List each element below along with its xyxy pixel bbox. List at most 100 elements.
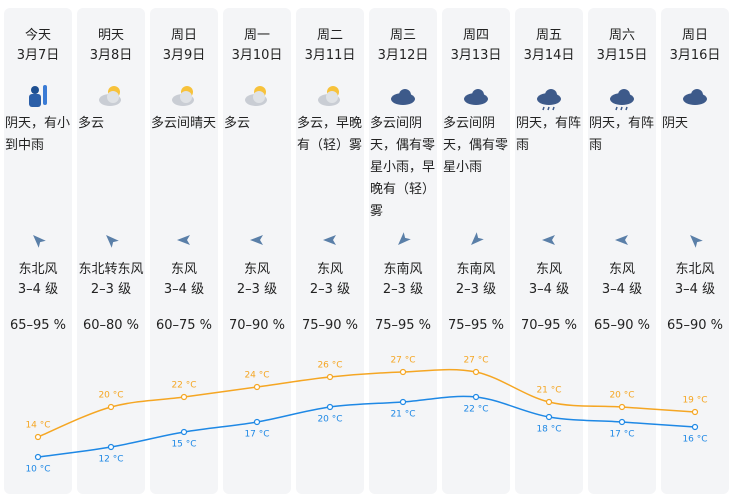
weather-icon bbox=[29, 85, 47, 107]
weather-text: 多云 bbox=[78, 116, 105, 131]
thermo bbox=[43, 85, 47, 105]
wind-arrow bbox=[250, 235, 263, 245]
wind-arrow bbox=[542, 235, 555, 245]
weather-text: 多云间晴天 bbox=[151, 116, 217, 131]
arrow bbox=[323, 235, 336, 245]
date: 3月10日 bbox=[231, 48, 283, 63]
temp-point bbox=[545, 398, 553, 406]
day-card bbox=[588, 8, 656, 494]
temp-point bbox=[326, 403, 334, 411]
date: 3月16日 bbox=[669, 48, 721, 63]
wind-level: 3–4 级 bbox=[674, 282, 716, 297]
temp-label: 20 °C bbox=[609, 391, 634, 401]
temp-point bbox=[180, 393, 188, 401]
temp-label: 21 °C bbox=[390, 410, 415, 420]
humidity: 70–90 % bbox=[228, 318, 286, 333]
date: 3月14日 bbox=[523, 48, 575, 63]
wind-level: 2–3 级 bbox=[382, 282, 424, 297]
weather-icon bbox=[172, 86, 194, 106]
day-name: 周日 bbox=[170, 28, 197, 43]
date: 3月13日 bbox=[450, 48, 502, 63]
wind-arrow bbox=[33, 235, 46, 248]
cloud bbox=[545, 89, 557, 101]
weather-icon bbox=[391, 89, 415, 105]
arrow bbox=[106, 235, 119, 248]
wind-direction: 东南风 bbox=[383, 262, 423, 277]
weather-icon bbox=[537, 89, 561, 111]
arrow bbox=[542, 235, 555, 245]
arrow bbox=[33, 235, 46, 248]
date: 3月12日 bbox=[377, 48, 429, 63]
day-name: 周三 bbox=[389, 28, 416, 43]
wind-level: 3–4 级 bbox=[528, 282, 570, 297]
temp-label: 17 °C bbox=[609, 430, 634, 440]
temp-label: 21 °C bbox=[536, 386, 561, 396]
humidity: 75–90 % bbox=[301, 318, 359, 333]
person bbox=[31, 86, 39, 94]
weather-icon bbox=[245, 86, 267, 106]
temp-point bbox=[326, 373, 334, 381]
arrow bbox=[690, 235, 703, 248]
temp-label: 20 °C bbox=[98, 391, 123, 401]
day-card bbox=[369, 8, 437, 494]
wind-arrow bbox=[177, 235, 190, 245]
day-name: 周二 bbox=[316, 28, 343, 43]
humidity: 75–95 % bbox=[374, 318, 432, 333]
wind-direction: 东北风 bbox=[675, 262, 715, 277]
drop bbox=[615, 106, 618, 111]
wind-direction: 东风 bbox=[608, 262, 635, 277]
temp-point bbox=[472, 393, 480, 401]
date: 3月9日 bbox=[162, 48, 206, 63]
arrow bbox=[177, 235, 190, 245]
weather-text: 多云间阴天，偶有零星小雨，早晚有（轻）雾 bbox=[370, 116, 436, 219]
cloud bbox=[472, 89, 484, 101]
arrow bbox=[615, 235, 628, 245]
wind-direction: 东风 bbox=[535, 262, 562, 277]
wind-direction: 东风 bbox=[170, 262, 197, 277]
drop bbox=[625, 106, 628, 111]
day-name: 周四 bbox=[462, 28, 489, 43]
weather-text: 多云 bbox=[224, 116, 251, 131]
cloud bbox=[253, 91, 265, 103]
weather-text: 阴天，有阵雨 bbox=[589, 116, 655, 153]
wind-direction: 东风 bbox=[243, 262, 270, 277]
weather-text: 阴天 bbox=[662, 116, 689, 131]
cloud bbox=[326, 91, 338, 103]
date: 3月8日 bbox=[89, 48, 133, 63]
wind-arrow bbox=[323, 235, 336, 245]
day-name: 今天 bbox=[24, 28, 51, 43]
wind-level: 3–4 级 bbox=[17, 282, 59, 297]
temp-point bbox=[545, 413, 553, 421]
temp-label: 15 °C bbox=[171, 440, 196, 450]
day-name: 明天 bbox=[97, 28, 124, 43]
arrow bbox=[471, 232, 484, 245]
wind-direction: 东南风 bbox=[456, 262, 496, 277]
weather-icon bbox=[464, 89, 488, 105]
wind-level: 2–3 级 bbox=[309, 282, 351, 297]
date: 3月7日 bbox=[16, 48, 60, 63]
weather-icon bbox=[318, 86, 340, 106]
temp-label: 22 °C bbox=[463, 405, 488, 415]
date: 3月11日 bbox=[304, 48, 356, 63]
cloud bbox=[399, 89, 411, 101]
drop bbox=[542, 106, 545, 111]
wind-arrow bbox=[106, 235, 119, 248]
humidity: 75–95 % bbox=[447, 318, 505, 333]
temp-point bbox=[472, 368, 480, 376]
day-name: 周五 bbox=[535, 28, 562, 43]
cloud bbox=[107, 91, 119, 103]
temp-point bbox=[399, 398, 407, 406]
temp-point bbox=[399, 368, 407, 376]
weather-text: 多云，早晚有（轻）雾 bbox=[297, 116, 363, 153]
temp-label: 14 °C bbox=[25, 421, 50, 431]
temp-point bbox=[34, 433, 42, 441]
day-card bbox=[515, 8, 583, 494]
wind-level: 3–4 级 bbox=[601, 282, 643, 297]
humidity: 60–75 % bbox=[155, 318, 213, 333]
arrow bbox=[398, 232, 411, 245]
day-name: 周日 bbox=[681, 28, 708, 43]
cloud bbox=[618, 89, 630, 101]
temp-point bbox=[618, 418, 626, 426]
